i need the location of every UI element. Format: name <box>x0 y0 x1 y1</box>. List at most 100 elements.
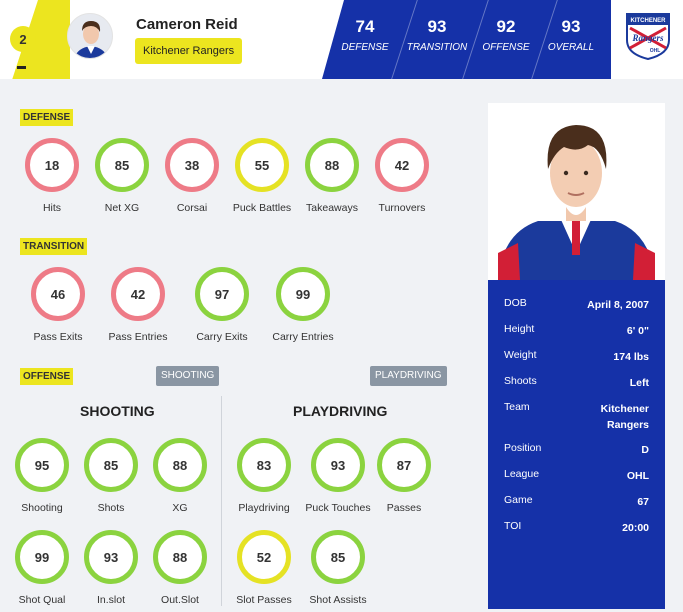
section-tag-offense: OFFENSE <box>20 368 74 385</box>
playdriving-tab[interactable]: PLAYDRIVING <box>370 366 447 386</box>
profile-key: DOB <box>504 297 527 309</box>
stat-pass-entries[interactable]: 42 Pass Entries <box>100 267 176 343</box>
profile-row-position: Position D <box>504 442 649 476</box>
stat-slot-passes[interactable]: 52 Slot Passes <box>226 530 302 606</box>
stat-label: Pass Entries <box>108 331 168 343</box>
stat-ring: 46 <box>31 267 85 321</box>
stat-puck-battles[interactable]: 55 Puck Battles <box>224 138 300 214</box>
stat-label: Pass Exits <box>33 331 83 343</box>
profile-row-shoots: Shoots Left <box>504 375 649 409</box>
stat-pass-exits[interactable]: 46 Pass Exits <box>20 267 96 343</box>
stat-label: Carry Entries <box>272 331 334 343</box>
stat-passes[interactable]: 87 Passes <box>366 438 442 514</box>
profile-value: April 8, 2007 <box>587 299 649 311</box>
stat-ring: 87 <box>377 438 431 492</box>
stat-ring: 97 <box>195 267 249 321</box>
shooting-tab[interactable]: SHOOTING <box>156 366 220 386</box>
stat-playdriving[interactable]: 83 Playdriving <box>226 438 302 514</box>
profile-value: 6' 0" <box>626 325 649 337</box>
stat-puck-touches[interactable]: 93 Puck Touches <box>300 438 376 514</box>
team-chip[interactable]: Kitchener Rangers <box>135 38 243 64</box>
stat-label: Slot Passes <box>236 594 292 606</box>
stat-ring: 83 <box>237 438 291 492</box>
stat-in-slot[interactable]: 93 In.slot <box>73 530 149 606</box>
stat-turnovers[interactable]: 42 Turnovers <box>364 138 440 214</box>
profile-value: Kitchener Rangers <box>600 403 649 431</box>
profile-row-league: League OHL <box>504 468 649 502</box>
player-name: Cameron Reid <box>136 16 238 33</box>
logo-text-top: KITCHENER <box>630 18 666 24</box>
stat-label: Puck Battles <box>232 202 292 214</box>
stat-ring: 55 <box>235 138 289 192</box>
playdriving-title: PLAYDRIVING <box>293 403 388 419</box>
stat-shots[interactable]: 85 Shots <box>73 438 149 514</box>
stat-label: Passes <box>386 502 422 514</box>
profile-row-game: Game 67 <box>504 494 649 528</box>
rating-label: DEFENSE <box>341 42 389 53</box>
stat-label: Playdriving <box>238 502 290 514</box>
avatar[interactable] <box>67 13 113 59</box>
stat-label: In.slot <box>96 594 125 606</box>
stat-label: Out.Slot <box>161 594 199 606</box>
rating-value: 93 <box>561 17 581 36</box>
stat-label: Turnovers <box>378 202 426 214</box>
rating-transition: 93 TRANSITION <box>402 0 472 79</box>
stat-xg[interactable]: 88 XG <box>142 438 218 514</box>
stat-label: Corsai <box>176 202 208 214</box>
stat-takeaways[interactable]: 88 Takeaways <box>294 138 370 214</box>
profile-row-team: Team Kitchener Rangers <box>504 401 649 435</box>
player-photo <box>488 103 665 280</box>
stat-label: Shot Qual <box>18 594 66 606</box>
stat-ring: 52 <box>237 530 291 584</box>
player-photo-image <box>488 103 665 280</box>
profile-key: Height <box>504 323 535 335</box>
profile-key: Game <box>504 494 533 506</box>
stat-label: Shooting <box>21 502 63 514</box>
stat-ring: 95 <box>15 438 69 492</box>
stat-shot-assists[interactable]: 85 Shot Assists <box>300 530 376 606</box>
stat-ring: 85 <box>84 438 138 492</box>
rating-value: 92 <box>496 17 516 36</box>
stat-net-xg[interactable]: 85 Net XG <box>84 138 160 214</box>
stat-ring: 93 <box>84 530 138 584</box>
profile-value: 20:00 <box>622 522 649 534</box>
profile-row-toi: TOI 20:00 <box>504 520 649 554</box>
stat-ring: 93 <box>311 438 365 492</box>
stat-label: Net XG <box>104 202 140 214</box>
stat-hits[interactable]: 18 Hits <box>14 138 90 214</box>
shooting-title: SHOOTING <box>80 403 155 419</box>
stat-label: Shot Assists <box>309 594 367 606</box>
stat-carry-exits[interactable]: 97 Carry Exits <box>184 267 260 343</box>
stat-corsai[interactable]: 38 Corsai <box>154 138 230 214</box>
profile-value: 67 <box>637 496 649 508</box>
stat-ring: 85 <box>311 530 365 584</box>
stat-ring: 88 <box>305 138 359 192</box>
stat-ring: 88 <box>153 438 207 492</box>
section-divider <box>221 396 222 606</box>
logo-text-mid: Rangers <box>631 33 664 43</box>
profile-value: OHL <box>626 470 649 482</box>
rating-overall: 93 OVERALL <box>536 0 606 79</box>
profile-key: Team <box>504 401 530 413</box>
rating-offense: 92 OFFENSE <box>471 0 541 79</box>
stat-carry-entries[interactable]: 99 Carry Entries <box>265 267 341 343</box>
stat-ring: 42 <box>375 138 429 192</box>
stat-label: XG <box>172 502 188 514</box>
stat-out-slot[interactable]: 88 Out.Slot <box>142 530 218 606</box>
stat-label: Carry Exits <box>196 331 248 343</box>
rank-stripe: 2 <box>0 0 70 79</box>
rating-label: OFFENSE <box>482 42 530 53</box>
profile-key: League <box>504 468 540 480</box>
team-logo: KITCHENER Rangers OHL <box>626 13 670 60</box>
profile-key: Position <box>504 442 542 454</box>
rating-bar: 74 DEFENSE 93 TRANSITION 92 OFFENSE 93 O… <box>322 0 611 79</box>
stat-shooting[interactable]: 95 Shooting <box>4 438 80 514</box>
stat-ring: 42 <box>111 267 165 321</box>
stat-ring: 85 <box>95 138 149 192</box>
stat-shot-qual[interactable]: 99 Shot Qual <box>4 530 80 606</box>
rating-label: TRANSITION <box>406 42 468 53</box>
stat-ring: 99 <box>276 267 330 321</box>
rating-label: OVERALL <box>547 42 595 53</box>
profile-value: D <box>641 444 649 456</box>
profile-row-dob: DOB April 8, 2007 <box>504 297 649 331</box>
